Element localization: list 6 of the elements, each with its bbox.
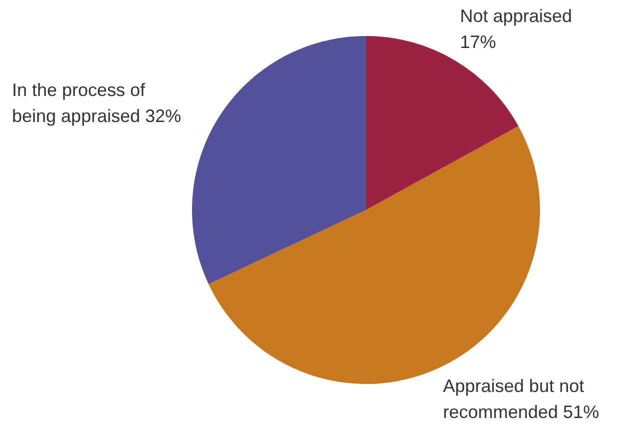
- slice-label: In the process of being appraised 32%: [12, 80, 182, 126]
- pie-slice: [192, 36, 366, 284]
- data-label: 17%: [460, 32, 496, 52]
- pie-slice: [366, 36, 518, 210]
- slice-label: Not appraised: [460, 6, 572, 26]
- slice-label: Appraised but not recommended 51%: [443, 376, 600, 422]
